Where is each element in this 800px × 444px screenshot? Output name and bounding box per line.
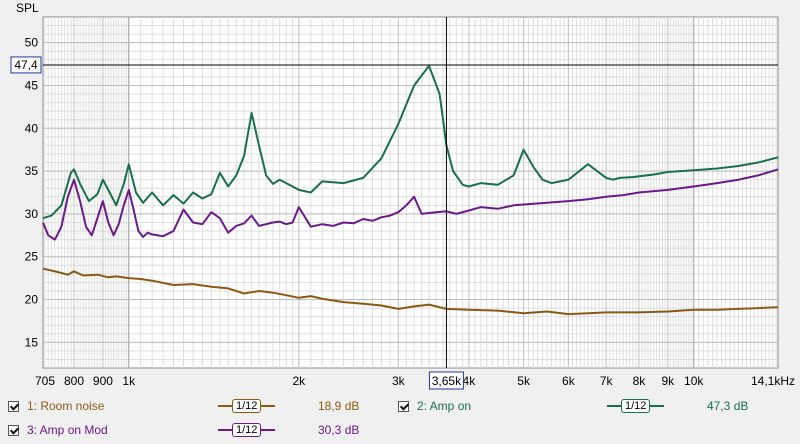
legend-row-amp-on xyxy=(398,397,409,415)
legend-row-room-noise xyxy=(8,397,19,415)
x-tick-label: 900 xyxy=(93,374,113,388)
x-tick-label: 9k xyxy=(662,374,676,388)
amp-on-value: 47,3 dB xyxy=(707,399,749,413)
room-noise-checkbox[interactable] xyxy=(8,400,19,412)
y-tick-label: 45 xyxy=(25,78,39,92)
x-tick-label: 1k xyxy=(122,374,136,388)
series-line-3 xyxy=(42,168,779,241)
x-tick-label: 3k xyxy=(392,374,406,388)
x-tick-label: 800 xyxy=(64,374,84,388)
legend-row-amp-on-mod xyxy=(8,421,19,439)
y-tick-label: 20 xyxy=(25,293,39,307)
smoothing-label: 1/12 xyxy=(621,399,651,413)
cursor-y-readout-box xyxy=(10,56,42,74)
series-line-2 xyxy=(42,64,779,220)
amp-on-mod-label[interactable]: 3: Amp on Mod xyxy=(27,423,108,437)
amp-on-mod-smoothing-button[interactable]: 1/12 xyxy=(218,422,276,438)
series-line-1 xyxy=(42,267,779,316)
cursor-x-readout: 3,65k xyxy=(432,374,462,388)
x-tick-label: 5k xyxy=(517,374,531,388)
room-noise-label[interactable]: 1: Room noise xyxy=(27,399,105,413)
plot-area xyxy=(42,16,779,369)
room-noise-smoothing-button[interactable]: 1/12 xyxy=(218,398,276,414)
x-tick-label: 4k xyxy=(463,374,477,388)
cursor-x-readout-box xyxy=(428,371,464,390)
y-tick-label: 15 xyxy=(25,335,39,349)
y-tick-label: 35 xyxy=(25,164,39,178)
smoothing-label: 1/12 xyxy=(232,399,262,413)
x-tick-label: 7k xyxy=(600,374,614,388)
x-tick-label: 8k xyxy=(633,374,647,388)
x-tick-label: 705 xyxy=(35,374,55,388)
x-tick-label: 6k xyxy=(562,374,576,388)
amp-on-smoothing-button[interactable]: 1/12 xyxy=(607,398,665,414)
y-tick-label: 40 xyxy=(25,121,39,135)
cursor-y-readout: 47,4 xyxy=(14,58,38,72)
amp-on-checkbox[interactable] xyxy=(398,400,409,412)
amp-on-label[interactable]: 2: Amp on xyxy=(417,399,472,413)
y-tick-label: 25 xyxy=(25,250,39,264)
amp-on-mod-value: 30,3 dB xyxy=(318,423,360,437)
y-tick-label: 30 xyxy=(25,207,39,221)
y-axis-title: SPL xyxy=(16,1,39,15)
x-tick-label: 10k xyxy=(684,374,704,388)
amp-on-mod-checkbox[interactable] xyxy=(8,424,19,436)
y-tick-label: 50 xyxy=(25,36,39,50)
smoothing-label: 1/12 xyxy=(232,423,262,437)
room-noise-value: 18,9 dB xyxy=(318,399,360,413)
x-tick-label: 2k xyxy=(292,374,306,388)
spl-frequency-chart[interactable]: SPL 15 20 25 30 35 40 45 50 705 800 900 1k 2k 3k 4k 5k 6k… xyxy=(0,0,800,395)
x-tick-label: 14,1kHz xyxy=(751,374,795,388)
